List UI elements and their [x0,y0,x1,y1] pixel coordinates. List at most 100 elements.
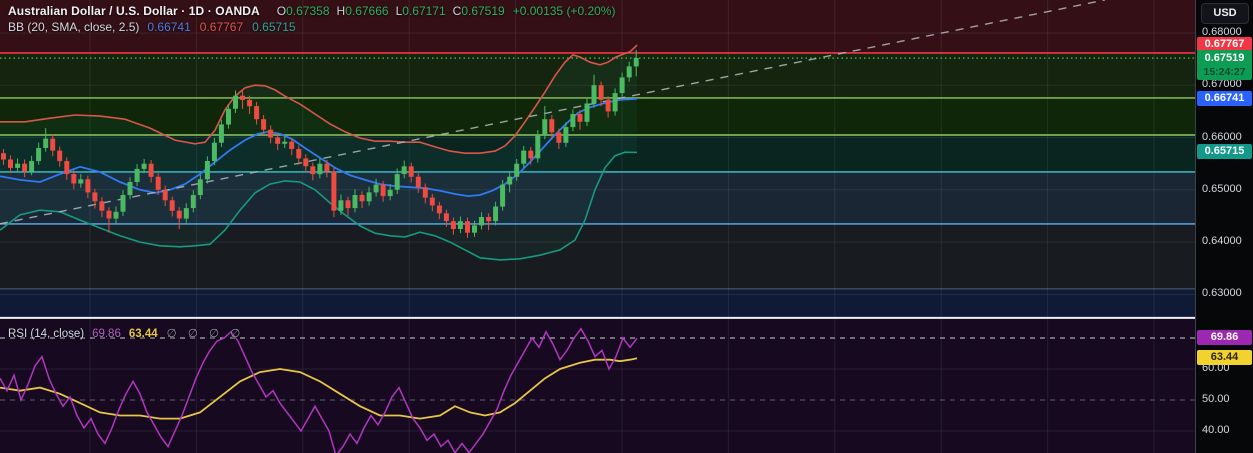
candle-body [275,137,281,144]
candle-body [605,99,611,112]
candle-body [591,85,597,104]
bar-countdown: 15:24:27 [1203,66,1246,78]
trendline [0,0,1106,225]
candle-body [155,176,161,190]
close-label: C [452,4,462,18]
symbol-header[interactable]: Australian Dollar / U.S. Dollar · 1D · O… [8,4,615,18]
candle-body [15,163,21,168]
rsi-indicator-header[interactable]: RSI (14, close) 69.86 63.44 ∅ ∅ ∅ ∅ [8,326,244,340]
candle-body [204,161,210,180]
candle-body [85,179,91,193]
price-scale-label: 0.68000 [1202,26,1242,38]
candle-body [570,114,576,128]
candle-body [226,108,231,125]
candle-body [43,138,49,148]
candle-body [127,182,133,196]
candle-body [268,129,274,138]
chart-canvas[interactable] [0,0,1195,453]
price-levels [0,52,1195,319]
candle-body [71,174,77,184]
candle-body [183,208,189,219]
upper-green-zone [0,52,1195,98]
bb-basis-badge: 0.66741 [1197,91,1252,106]
trend-line [0,0,1106,225]
candle-body [197,179,203,195]
high-value: 0.67666 [345,4,389,18]
candle-body [521,150,527,164]
candle-body [303,158,309,167]
candle-body [584,103,590,122]
candle-body [619,77,625,94]
rsi-ma-badge: 63.44 [1197,350,1252,365]
rsi-value-badge: 69.86 [1197,330,1252,345]
rsi-scale-label: 60.00 [1202,362,1230,374]
candle-body [556,132,562,143]
candle-body [633,58,639,67]
symbol-title[interactable]: Australian Dollar / U.S. Dollar · 1D · O… [8,4,260,18]
candle-body [472,225,477,233]
candle-body [296,149,302,159]
candle-body [1,153,6,160]
bb-indicator-label[interactable]: BB (20, SMA, close, 2.5) [8,20,140,34]
bb-lower-badge: 0.65715 [1197,144,1252,159]
candle-body [254,106,260,120]
bb-fill [0,45,637,260]
candle-body [429,197,435,206]
candle-body [169,200,175,211]
price-scale-label: 0.64000 [1202,235,1242,247]
candle-body [493,206,499,222]
candle-body [577,114,583,122]
candle-body [233,95,238,109]
price-scale-label: 0.67000 [1202,78,1242,90]
candle-body [359,195,365,202]
candle-body [486,217,492,222]
rsi-indicator-label[interactable]: RSI (14, close) [8,328,85,340]
candle-body [394,174,400,190]
candle-body [380,184,386,197]
bb-indicator-header[interactable]: BB (20, SMA, close, 2.5) 0.66741 0.67767 0.… [8,20,296,34]
bb-basis-value: 0.66741 [147,20,191,34]
currency-button[interactable]: USD [1201,3,1249,24]
price-scale[interactable]: USD 0.68000 0.67000 0.66000 0.65000 0.64000 0… [1195,0,1253,453]
teal-zone [0,135,1195,172]
candle-body [387,189,393,197]
candle-body [373,184,379,193]
lower-green-zone [0,97,1195,135]
rsi-empty-values: ∅ ∅ ∅ ∅ [166,328,245,340]
candle-body [134,168,140,182]
candle-body [29,161,35,172]
candle-body [500,184,506,207]
candle-body [261,119,267,130]
high-label: H [336,4,346,18]
bb-lower-value: 0.65715 [252,20,296,34]
candle-body [141,163,147,169]
candle-body [514,163,520,177]
candle-body [528,150,534,159]
candle-body [190,195,196,209]
candle-body [436,205,442,214]
candle-body [479,217,484,226]
candle-body [507,176,513,185]
candle-body [247,99,253,107]
candle-body [92,192,98,202]
price-scale-label: 0.66000 [1202,131,1242,143]
bb-upper-value: 0.67767 [199,20,244,34]
candle-body [64,161,70,175]
navy-zone [0,288,1195,318]
rsi-line [0,327,638,453]
candles [1,50,639,238]
candle-body [626,66,632,78]
price-scale-label: 0.63000 [1202,287,1242,299]
candle-body [162,189,168,201]
candle-body [120,195,126,212]
candle-body [310,166,316,175]
candle-body [401,166,407,175]
candle-body [289,141,295,149]
resistance-zone [0,0,1195,53]
bb-upper-badge: 0.67767 [1197,37,1252,52]
candle-body [78,179,84,184]
candle-body [282,141,288,144]
rsi-scale-label: 40.00 [1202,424,1230,436]
candle-body [22,163,28,172]
